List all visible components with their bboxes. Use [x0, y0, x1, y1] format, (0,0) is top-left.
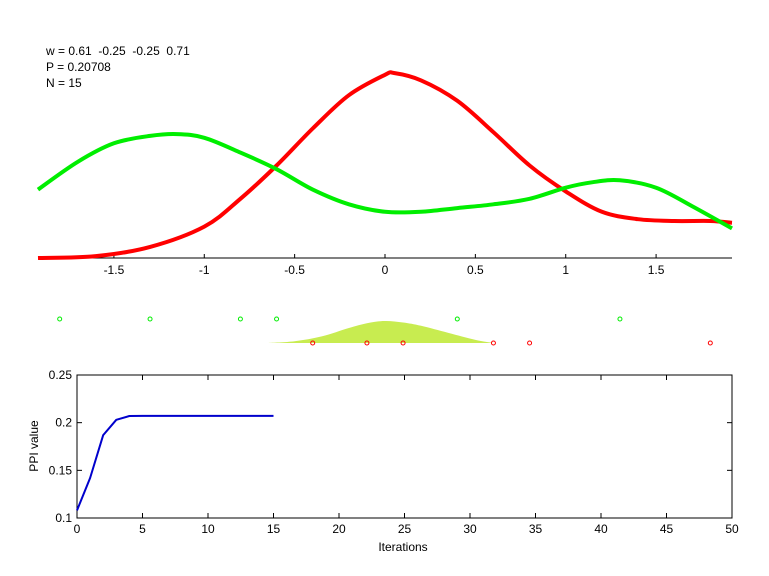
green-sample-point [617, 316, 623, 322]
green-sample-point [274, 316, 280, 322]
x-tick-label: 1.5 [648, 263, 665, 277]
y-axis-label: PPI value [27, 420, 41, 472]
y-tick-label: 0.15 [49, 463, 73, 477]
x-tick-label: 10 [201, 522, 215, 536]
red-sample-point [400, 340, 406, 346]
p-readout: P = 0.20708 [46, 60, 111, 74]
x-tick-label: 30 [463, 522, 477, 536]
ppi-value-line [76, 414, 274, 511]
x-tick-label: 50 [725, 522, 739, 536]
x-tick-label: 45 [660, 522, 674, 536]
x-tick-label: 0.5 [467, 263, 484, 277]
y-tick-label: 0.25 [49, 368, 73, 382]
x-tick-label: 35 [529, 522, 543, 536]
green-density-curve [36, 132, 733, 231]
x-tick-label: 25 [398, 522, 412, 536]
sample-points-strip [57, 316, 713, 346]
density-curves-plot: -1.5 -1 -0.5 0 0.5 1 1.5 [36, 70, 733, 277]
x-tick-label: 0 [382, 263, 389, 277]
red-sample-point [310, 340, 316, 346]
x-tick-label: -0.5 [284, 263, 305, 277]
red-sample-point [707, 340, 713, 346]
y-tick-label: 0.1 [55, 511, 72, 525]
x-tick-label: 20 [332, 522, 346, 536]
red-sample-point [527, 340, 533, 346]
x-axis-label: Iterations [378, 540, 427, 554]
red-sample-point [490, 340, 496, 346]
w-readout: w = 0.61 -0.25 -0.25 0.71 [46, 44, 190, 58]
x-tick-label: 1 [562, 263, 569, 277]
x-tick-label: -1 [199, 263, 210, 277]
ppi-plot-frame [76, 374, 733, 519]
red-density-curve [37, 70, 733, 260]
ppi-iterations-plot: Iterations PPI value 0 5 10 15 20 25 30 35 40 45 5… [27, 368, 739, 554]
x-tick-label: 40 [594, 522, 608, 536]
x-tick-label: -1.5 [104, 263, 125, 277]
green-sample-point [57, 316, 63, 322]
x-tick-label: 15 [267, 522, 281, 536]
x-tick-label: 0 [74, 522, 81, 536]
red-sample-point [364, 340, 370, 346]
green-sample-point [147, 316, 153, 322]
green-sample-point [237, 316, 243, 322]
density-fill-area [267, 320, 494, 343]
green-sample-point [454, 316, 460, 322]
x-tick-label: 5 [139, 522, 146, 536]
n-readout: N = 15 [46, 76, 82, 90]
y-tick-label: 0.2 [55, 416, 72, 430]
